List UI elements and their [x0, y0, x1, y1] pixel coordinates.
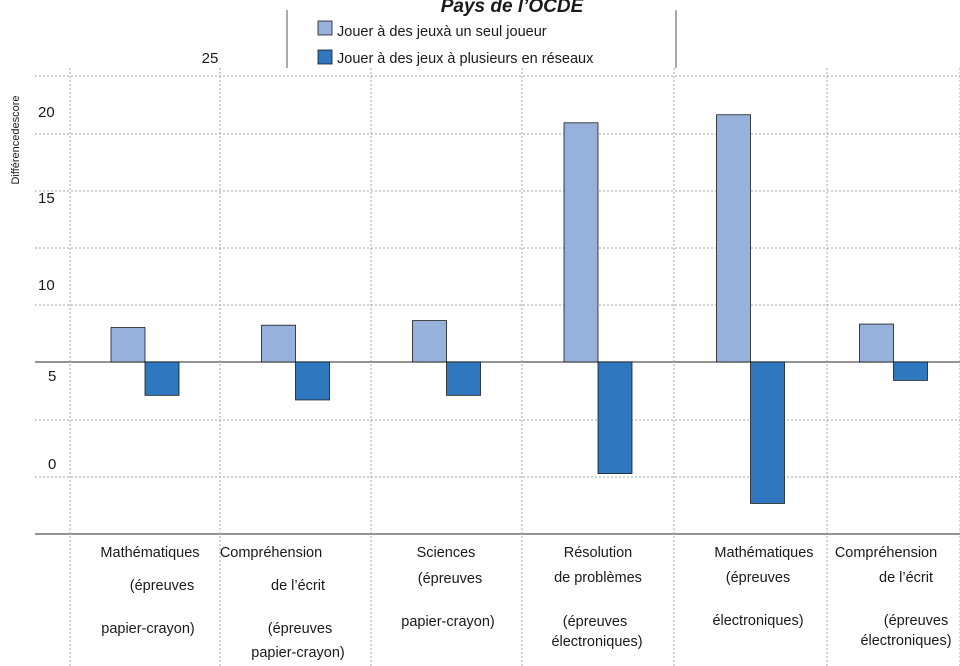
legend-swatch — [317, 20, 333, 36]
x-category-label-line: (épreuves — [130, 578, 194, 594]
x-category-label-line: papier-crayon) — [101, 621, 195, 637]
y-tick-label: 5 — [48, 368, 56, 385]
legend-label: Jouer à des jeuxà un seul joueur — [337, 24, 547, 40]
bar-multiplayer — [750, 361, 785, 504]
x-category-label-line: Résolution — [564, 545, 633, 561]
bar-multiplayer — [144, 361, 180, 396]
x-category-label-line: (épreuves — [268, 621, 332, 637]
x-category-label-line: (épreuves — [726, 570, 790, 586]
y-tick-label: 0 — [48, 456, 56, 473]
bar-single-player — [412, 320, 447, 363]
bar-multiplayer — [295, 361, 330, 401]
x-category-label: Mathématiques (épreuves papier-crayon) — [100, 545, 199, 637]
x-category-label-line: (épreuves — [418, 571, 482, 587]
x-category-label-line: de l’écrit — [879, 570, 933, 586]
x-category-label-line: Sciences — [417, 545, 476, 561]
x-category-label: Compréhension de l’écrit (épreuves électron… — [835, 545, 952, 649]
x-category-label-line: électroniques) — [551, 634, 642, 650]
bar-single-player — [261, 324, 296, 363]
x-category-label-line: de l’écrit — [271, 578, 325, 594]
y-tick-label: 25 — [202, 50, 219, 67]
x-category-label-line: (épreuves — [884, 613, 948, 629]
legend-label: Jouer à des jeux à plusieurs en réseaux — [337, 51, 594, 67]
x-category-label: Compréhension de l’écrit (épreuves papier-c… — [220, 545, 345, 661]
bar-multiplayer — [893, 361, 928, 381]
y-tick-label: 20 — [38, 104, 55, 121]
x-tick-labels: Mathématiques(épreuvespapier-crayon)Comp… — [100, 545, 951, 661]
y-tick-label: 10 — [38, 277, 55, 294]
x-category-label-line: papier-crayon) — [401, 614, 495, 630]
x-category-label: Sciences (épreuves papier-crayon) — [401, 545, 495, 630]
bar-single-player — [716, 114, 751, 363]
x-category-label-line: électroniques) — [860, 633, 951, 649]
bar-single-player — [859, 323, 894, 363]
x-category-label-line: Mathématiques — [714, 545, 813, 561]
x-category-label-line: (épreuves — [563, 614, 627, 630]
x-category-label: Résolution de problèmes (épreuves électroni… — [551, 545, 642, 650]
y-tick-label: 15 — [38, 190, 55, 207]
legend: Jouer à des jeuxà un seul joueur Jouer à … — [286, 10, 677, 68]
x-category-label-line: papier-crayon) — [251, 645, 345, 661]
x-category-label-line: Mathématiques — [100, 545, 199, 561]
x-category-label-line: Compréhension — [220, 545, 322, 561]
bar-single-player — [110, 327, 146, 363]
x-category-label-line: électroniques) — [712, 613, 803, 629]
legend-swatch — [317, 49, 333, 65]
x-category-label-line: Compréhension — [835, 545, 937, 561]
x-category-label-line: de problèmes — [554, 570, 642, 586]
y-tick-labels: 25 20 15 10 5 0 — [38, 50, 218, 473]
bar-single-player — [563, 122, 599, 363]
bars — [110, 114, 928, 504]
gridlines — [35, 68, 960, 666]
x-category-label: Mathématiques (épreuves électroniques) — [712, 545, 813, 629]
bar-multiplayer — [597, 361, 633, 474]
bar-multiplayer — [446, 361, 481, 396]
y-axis-label: Différencedescore — [10, 95, 22, 184]
chart-title: Pays de l’OCDE — [441, 0, 585, 17]
